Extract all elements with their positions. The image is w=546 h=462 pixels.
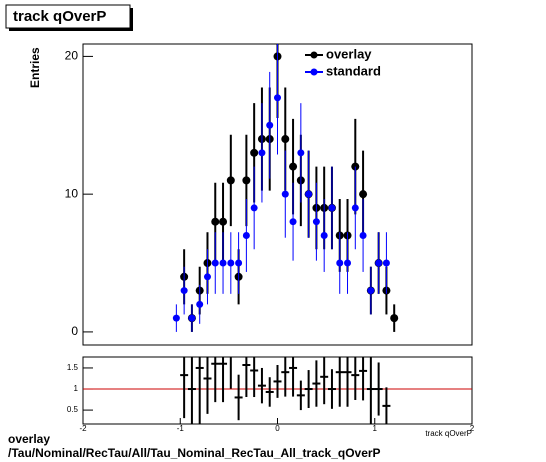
marker (336, 259, 344, 267)
marker (351, 204, 359, 212)
marker (227, 259, 235, 267)
marker (367, 287, 375, 295)
x-axis-label: track qOverP (425, 429, 472, 438)
marker (211, 259, 219, 267)
x-tick-label: 1 (373, 424, 378, 433)
y-tick-label: 20 (65, 49, 79, 63)
legend-label: standard (326, 63, 381, 78)
legend-marker (310, 68, 318, 76)
marker (250, 148, 259, 157)
marker (320, 231, 328, 239)
marker (274, 94, 281, 102)
footer-line: /Tau/Nominal/RecTau/All/Tau_Nominal_RecT… (8, 446, 381, 460)
marker (382, 259, 390, 267)
marker (226, 176, 235, 185)
marker (258, 149, 266, 157)
marker (328, 204, 336, 212)
legend-marker (310, 51, 318, 59)
marker (359, 190, 368, 199)
marker (172, 314, 180, 322)
marker (289, 162, 298, 171)
x-tick-label: 2 (470, 424, 475, 433)
marker (242, 231, 250, 239)
y-axis-label: Entries (28, 47, 42, 88)
marker (297, 149, 305, 157)
legend-label: overlay (326, 46, 372, 61)
marker (344, 259, 352, 267)
marker (289, 218, 297, 226)
marker (196, 300, 204, 308)
marker (219, 217, 228, 226)
y-tick-label: 10 (65, 186, 79, 200)
y-tick-label: 0 (71, 324, 78, 338)
marker (281, 135, 290, 144)
marker (359, 231, 367, 239)
chart-title: track qOverP (13, 8, 106, 25)
plot-area (172, 44, 399, 332)
marker (235, 259, 243, 267)
marker (219, 259, 227, 267)
y-tick-label: 1 (74, 384, 79, 393)
marker (305, 190, 313, 198)
marker (211, 217, 220, 226)
title-box (5, 4, 131, 29)
x-tick-label: 0 (275, 424, 280, 433)
plot-area (83, 357, 472, 424)
marker (266, 121, 274, 129)
marker (281, 190, 289, 198)
marker (188, 314, 196, 322)
y-tick-label: 1.5 (67, 363, 79, 372)
marker (312, 218, 320, 226)
marker (203, 273, 211, 281)
y-tick-label: 0.5 (67, 405, 79, 414)
marker (375, 259, 383, 267)
marker (242, 176, 251, 185)
x-tick-label: -2 (79, 424, 87, 433)
x-tick-label: -1 (177, 424, 185, 433)
marker (180, 287, 188, 295)
marker (250, 204, 258, 212)
footer-line: overlay (8, 432, 50, 446)
marker (390, 314, 399, 323)
